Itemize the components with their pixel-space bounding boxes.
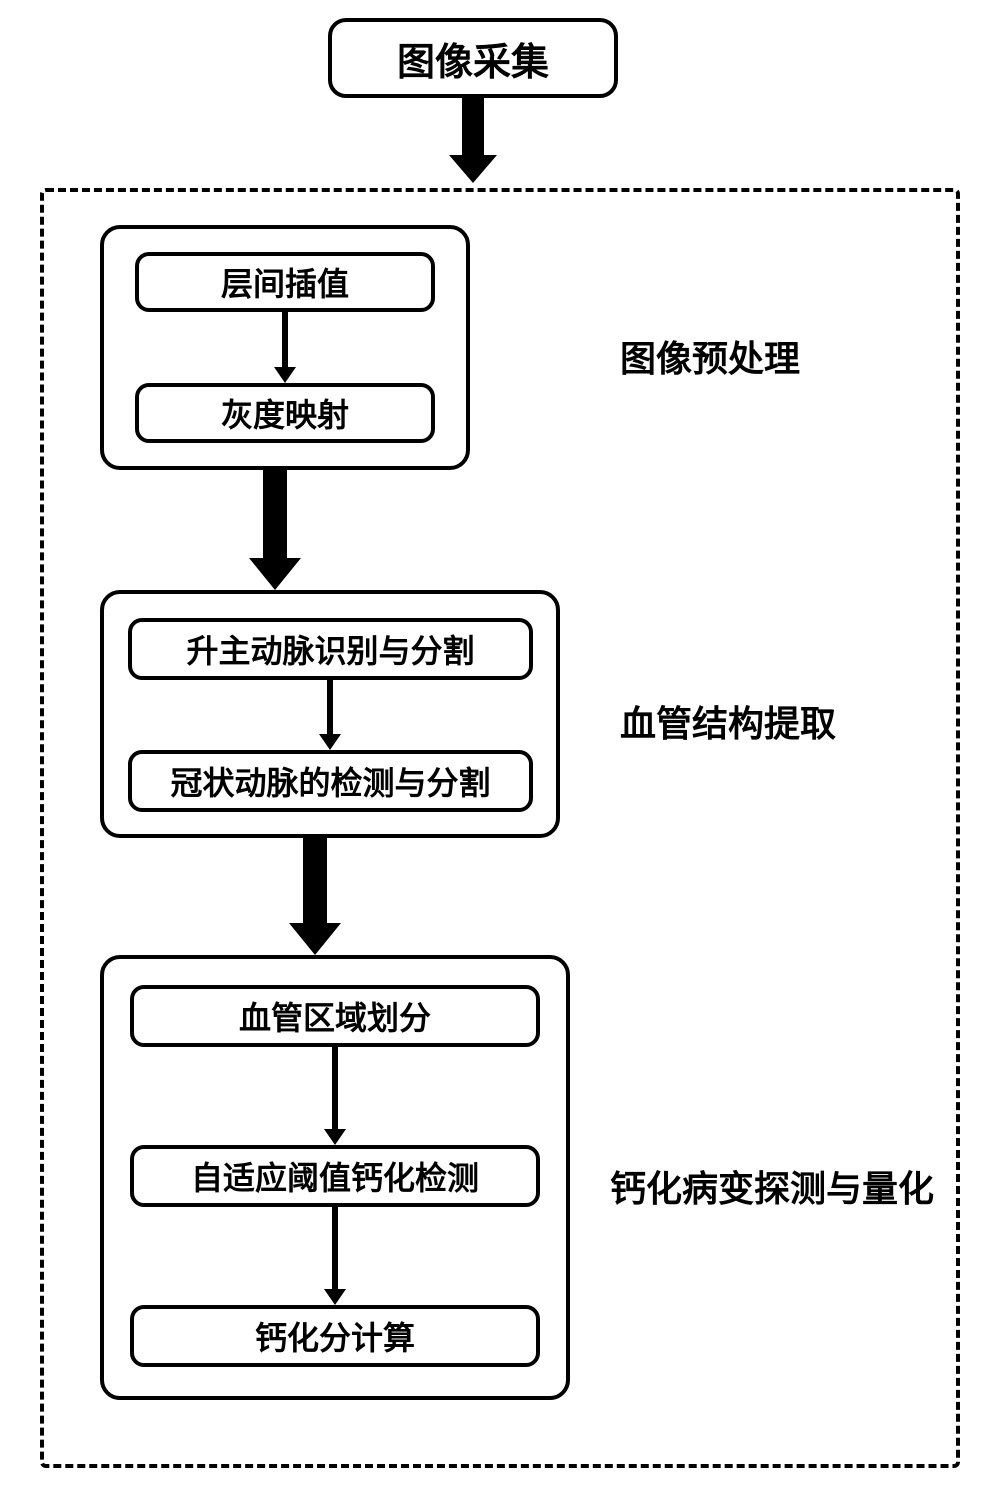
- step-box: 钙化分计算: [130, 1305, 540, 1367]
- step-box: 自适应阈值钙化检测: [130, 1145, 540, 1207]
- stage-label-preproc: 图像预处理: [620, 330, 800, 382]
- step-box: 层间插值: [135, 252, 435, 312]
- step-label: 层间插值: [221, 259, 349, 305]
- step-label: 自适应阈值钙化检测: [191, 1153, 479, 1199]
- stage-label-vessel: 血管结构提取: [620, 695, 836, 747]
- node-image-acquisition: 图像采集: [328, 18, 618, 98]
- step-label: 血管区域划分: [239, 993, 431, 1039]
- stage-label-calc: 钙化病变探测与量化: [610, 1160, 934, 1212]
- step-label: 升主动脉识别与分割: [186, 626, 474, 672]
- step-box: 血管区域划分: [130, 985, 540, 1047]
- node-label: 图像采集: [397, 31, 549, 86]
- step-box: 升主动脉识别与分割: [128, 618, 533, 680]
- step-box: 灰度映射: [135, 383, 435, 443]
- step-label: 灰度映射: [221, 390, 349, 436]
- step-label: 冠状动脉的检测与分割: [170, 758, 490, 804]
- step-box: 冠状动脉的检测与分割: [128, 750, 533, 812]
- step-label: 钙化分计算: [255, 1313, 415, 1359]
